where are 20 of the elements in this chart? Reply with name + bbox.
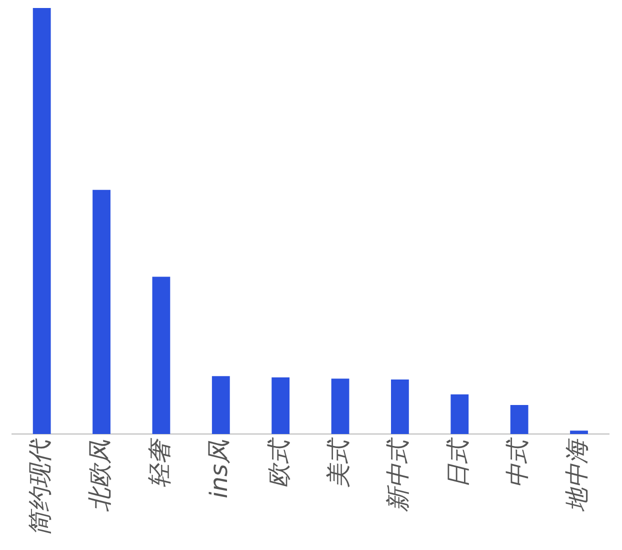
- bar: [450, 394, 469, 434]
- x-tick-label: 新中式: [384, 437, 412, 512]
- bar: [570, 430, 588, 434]
- bar: [152, 276, 170, 434]
- x-tick-label: 简约现代: [26, 438, 54, 536]
- bar: [331, 378, 350, 434]
- bar: [212, 376, 230, 434]
- x-tick-label: 中式: [504, 437, 532, 488]
- bar: [390, 379, 409, 434]
- x-tick-label: 美式: [324, 437, 352, 488]
- x-tick-label: 日式: [444, 437, 472, 488]
- bar: [32, 8, 51, 434]
- x-tick-label: 地中海: [563, 438, 592, 512]
- bar: [272, 377, 290, 434]
- x-tick-label: ins风: [205, 439, 234, 498]
- x-tick-label: 北欧风: [86, 439, 114, 512]
- x-tick-label: 欧式: [264, 437, 293, 488]
- bar: [92, 190, 110, 434]
- x-tick-label: 轻奢: [145, 437, 174, 488]
- bar: [510, 405, 528, 434]
